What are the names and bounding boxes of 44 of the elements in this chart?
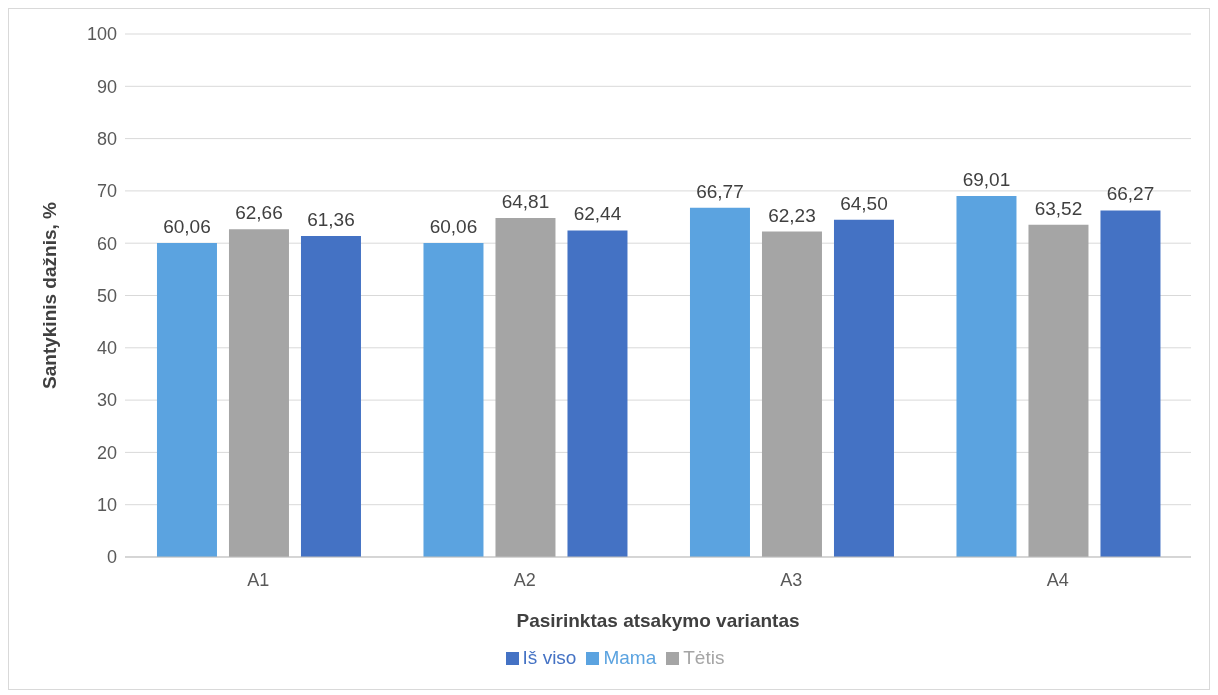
y-tick-label: 70	[96, 181, 117, 202]
data-label: 64,50	[840, 192, 888, 214]
data-label: 62,66	[235, 202, 283, 224]
bar	[833, 219, 894, 557]
x-tick-label: A2	[513, 569, 536, 590]
bar	[300, 236, 361, 557]
y-tick-label: 90	[96, 76, 117, 97]
data-label: 60,06	[163, 215, 211, 237]
y-tick-label: 40	[96, 338, 117, 359]
data-label: 63,52	[1034, 197, 1083, 219]
data-label: 61,36	[307, 209, 355, 231]
x-tick-label: A4	[1046, 569, 1069, 590]
y-tick-label: 60	[96, 233, 117, 254]
legend-label: Tėtis	[683, 647, 725, 668]
bar	[1100, 210, 1161, 557]
data-label: 66,77	[696, 180, 744, 202]
data-label: 64,81	[501, 191, 550, 213]
data-label: 62,23	[768, 204, 816, 226]
bar	[423, 242, 484, 557]
y-tick-label: 100	[86, 24, 117, 45]
legend-label: Mama	[603, 647, 657, 668]
y-tick-label: 10	[96, 495, 117, 516]
bar	[761, 231, 822, 557]
y-tick-label: 50	[96, 285, 117, 306]
x-tick-label: A3	[780, 569, 803, 590]
bar	[228, 229, 289, 557]
data-label: 69,01	[962, 169, 1011, 191]
bar	[495, 218, 556, 557]
legend-label: Iš viso	[522, 647, 577, 668]
y-axis-title: Santykinis dažnis, %	[38, 201, 60, 389]
data-label: 60,06	[429, 215, 478, 237]
x-tick-label: A1	[247, 569, 270, 590]
y-tick-label: 20	[96, 442, 117, 463]
bar	[156, 242, 217, 557]
x-axis-title: Pasirinktas atsakymo variantas	[516, 610, 800, 631]
y-tick-label: 80	[96, 128, 117, 149]
bar	[1028, 224, 1089, 557]
data-label: 66,27	[1106, 183, 1155, 205]
bar	[567, 230, 628, 557]
bar	[689, 207, 750, 557]
bar	[956, 196, 1017, 557]
data-label: 62,44	[573, 203, 622, 225]
y-tick-label: 0	[106, 547, 117, 568]
y-tick-label: 30	[96, 390, 117, 411]
